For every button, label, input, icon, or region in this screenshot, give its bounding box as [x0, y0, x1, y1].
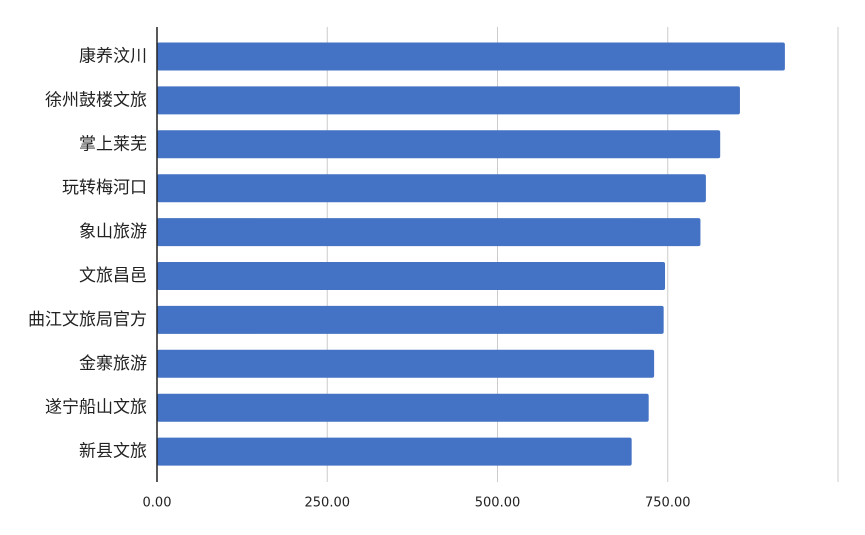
category-label-6: 曲江文旅局官方 [28, 310, 147, 330]
bar-8 [157, 393, 649, 422]
x-tick-label-1: 250.00 [305, 496, 351, 511]
category-label-0: 康养汶川 [79, 47, 147, 67]
category-label-8: 遂宁船山文旅 [45, 398, 147, 418]
category-label-2: 掌上莱芜 [79, 134, 147, 154]
category-label-1: 徐州鼓楼文旅 [45, 90, 147, 110]
bar-5 [157, 262, 666, 290]
x-tick-label-0: 0.00 [143, 496, 172, 511]
bar-1 [157, 86, 740, 115]
category-labels: 康养汶川徐州鼓楼文旅掌上莱芜玩转梅河口象山旅游文旅昌邑曲江文旅局官方金寨旅游遂宁… [28, 47, 147, 462]
bar-4 [157, 218, 701, 247]
bar-3 [157, 174, 706, 203]
bar-6 [157, 305, 664, 334]
category-label-3: 玩转梅河口 [62, 178, 147, 198]
x-tick-labels: 0.00 250.00 500.00 750.00 [143, 496, 691, 511]
category-label-5: 文旅昌邑 [79, 266, 147, 286]
category-label-9: 新县文旅 [79, 442, 147, 462]
bar-9 [157, 437, 632, 466]
category-label-7: 金寨旅游 [79, 354, 147, 374]
x-tick-label-3: 750.00 [645, 496, 691, 511]
bar-0 [157, 42, 785, 71]
category-label-4: 象山旅游 [79, 222, 147, 242]
bar-7 [157, 349, 655, 378]
bar-2 [157, 130, 721, 159]
x-tick-label-2: 500.00 [475, 496, 521, 511]
bars [157, 42, 785, 466]
